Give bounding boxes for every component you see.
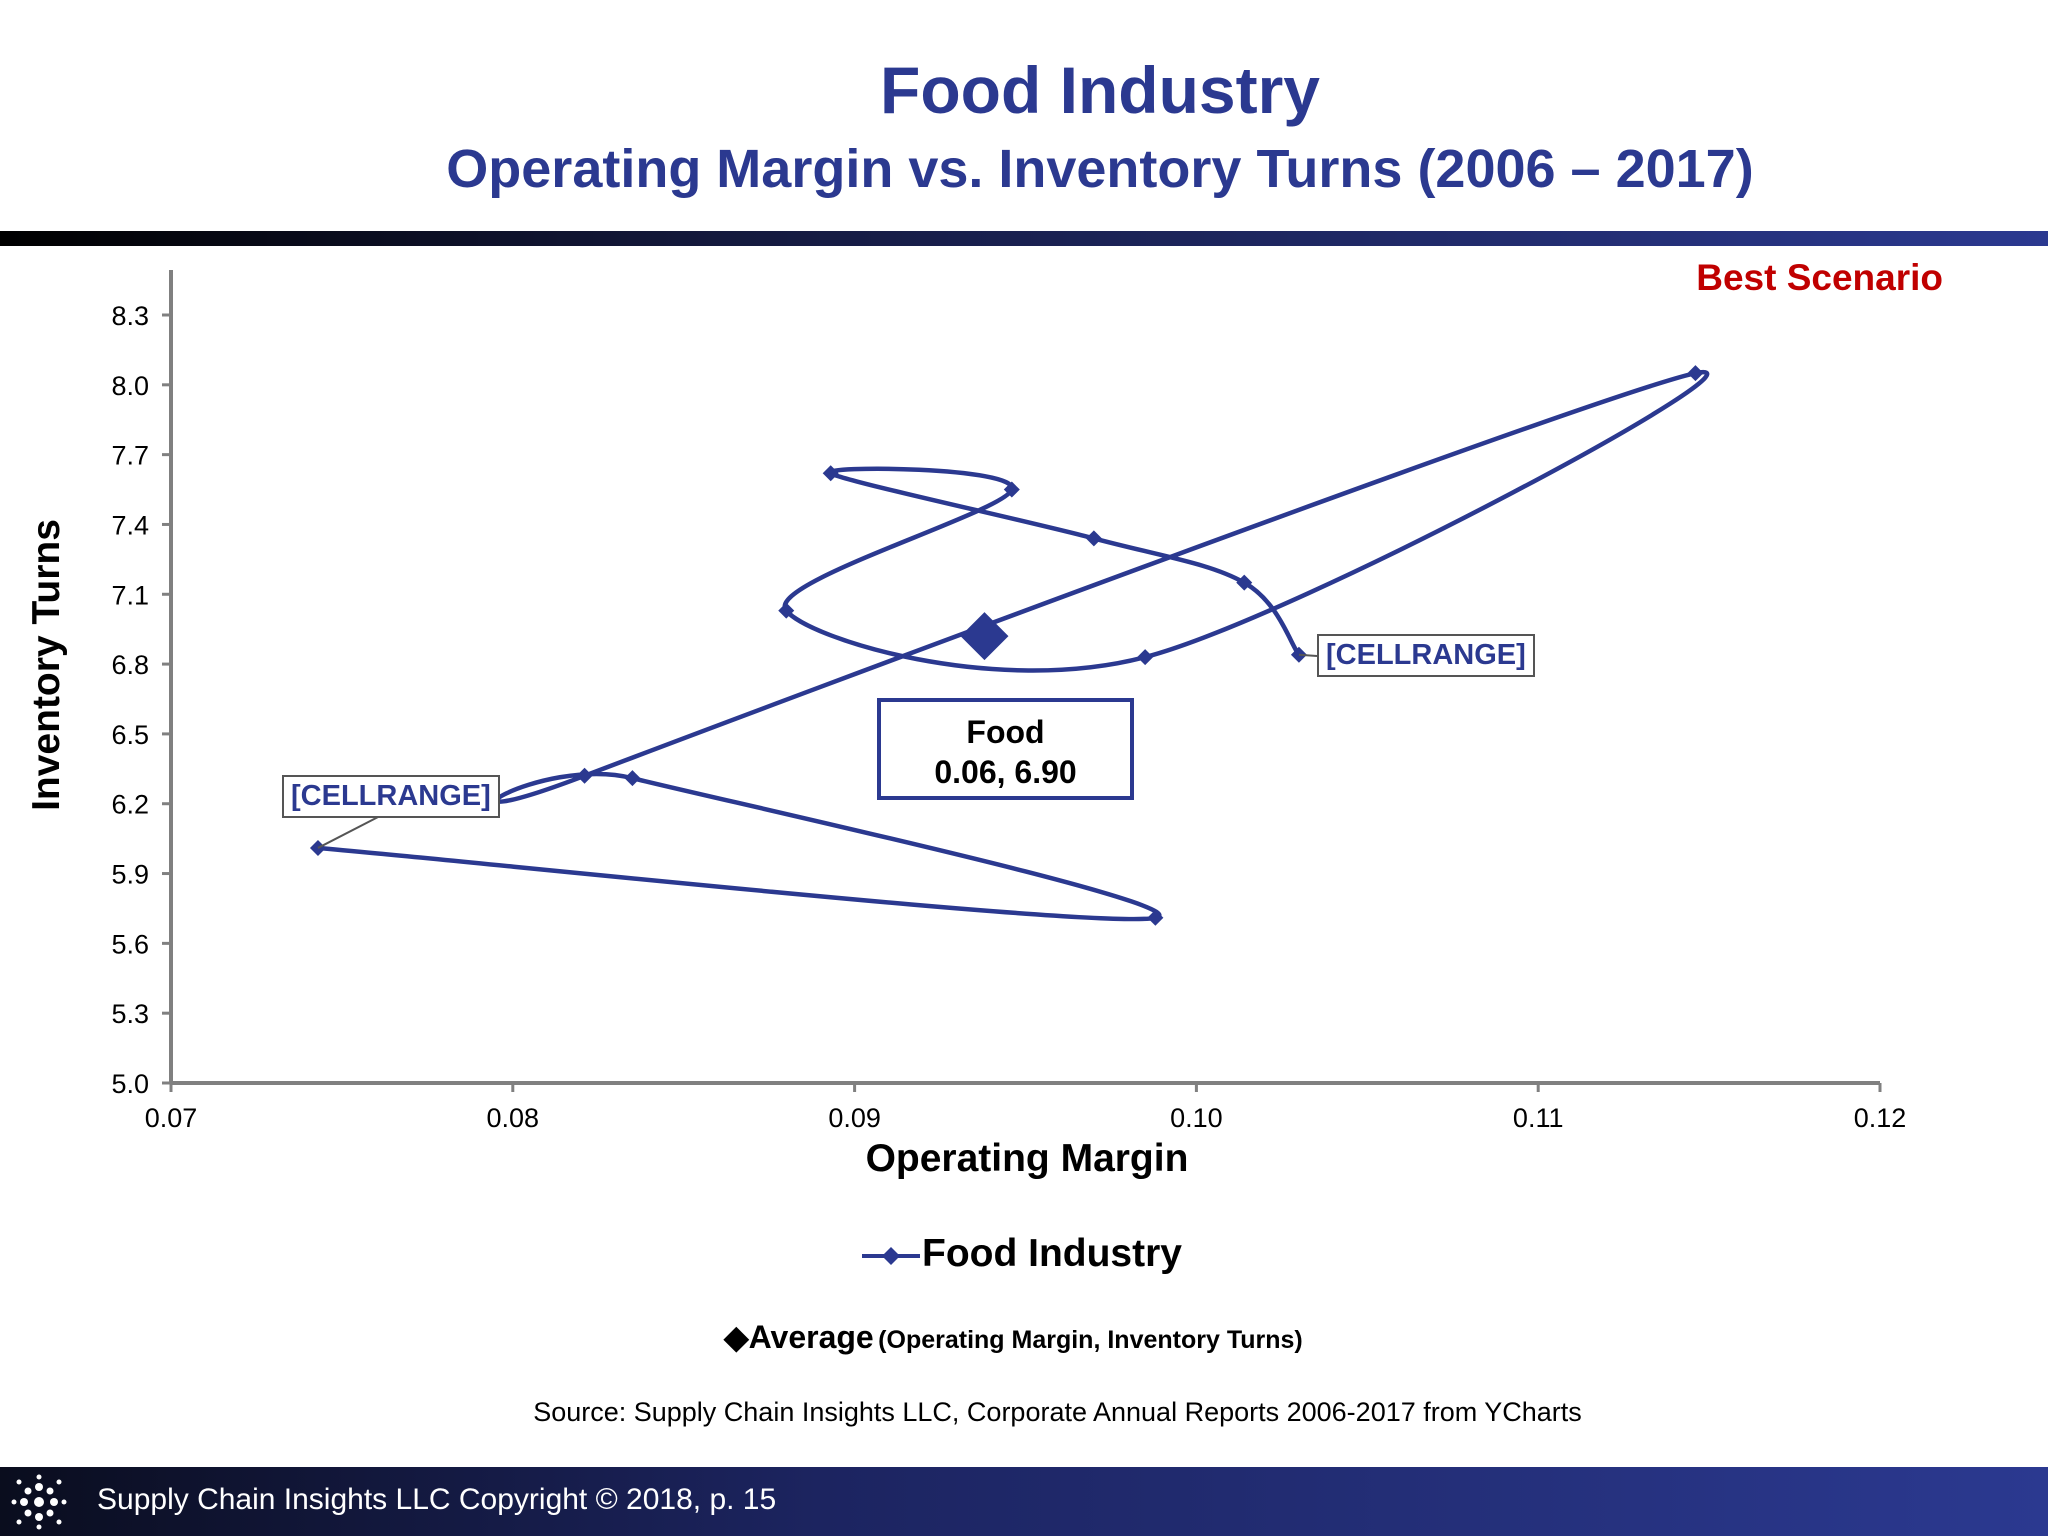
data-point [624,770,641,787]
average-point [960,612,1009,661]
x-tick-label: 0.08 [487,1103,540,1133]
chart-title: Food Industry [880,53,1320,127]
data-point [1085,530,1102,547]
y-tick-label: 6.5 [111,720,149,750]
company-logo-icon [11,1474,67,1530]
callout-label-right: [CELLRANGE] [1317,634,1535,677]
best-scenario-label: Best Scenario [1696,257,1943,298]
y-tick-label: 7.4 [111,510,149,540]
average-value-box: Food 0.06, 6.90 [877,698,1134,800]
y-tick-label: 5.0 [111,1069,149,1099]
callout-leader-left [317,815,381,849]
x-tick-label: 0.10 [1170,1103,1223,1133]
y-tick-label: 6.8 [111,650,149,680]
legend-series-entry: Food Industry [860,1232,1182,1282]
y-tick-label: 8.3 [111,301,149,331]
data-point [1147,909,1164,926]
footer-copyright: Supply Chain Insights LLC Copyright © 20… [97,1483,777,1516]
header-divider [0,231,2048,246]
chart-axes: 5.0 5.3 5.6 5.9 6.2 6.5 6.8 7.1 7.4 7.7 8.0 8.3 0.07… [111,270,1906,1133]
average-box-name: Food [966,714,1045,750]
data-point [1236,574,1253,591]
y-tick-label: 5.3 [111,999,149,1029]
y-tick-label: 6.2 [111,790,149,820]
callout-label-left: [CELLRANGE] [282,775,500,818]
y-tick-label: 7.1 [111,580,149,610]
data-point [1687,365,1704,382]
y-tick-label: 5.6 [111,929,149,959]
footer-bar: Supply Chain Insights LLC Copyright © 20… [0,1467,2048,1536]
callout-leaders [317,653,1318,849]
x-axis-label: Operating Margin [865,1137,1189,1180]
data-point [822,465,839,482]
legend-average-label: Average [748,1319,874,1355]
scatter-line-chart: 5.0 5.3 5.6 5.9 6.2 6.5 6.8 7.1 7.4 7.7 8.0 8.3 0.07… [111,270,1906,1133]
legend-average-entry: ◆Average (Operating Margin, Inventory Tu… [724,1318,1303,1356]
x-tick-label: 0.11 [1513,1103,1564,1133]
series-food-industry [309,365,1709,926]
legend-average-note: (Operating Margin, Inventory Turns) [878,1326,1303,1354]
x-tick-label: 0.12 [1854,1103,1907,1133]
y-axis-label: Inventory Turns [25,519,68,811]
legend-series-label: Food Industry [922,1232,1182,1275]
average-box-value: 0.06, 6.90 [934,754,1077,790]
chart-subtitle: Operating Margin vs. Inventory Turns (20… [446,139,1754,199]
series-line [317,369,1709,922]
data-point [576,767,593,784]
x-tick-label: 0.09 [828,1103,881,1133]
y-tick-label: 8.0 [111,371,149,401]
source-note: Source: Supply Chain Insights LLC, Corpo… [533,1397,1582,1427]
data-point [778,602,795,619]
y-tick-label: 7.7 [111,441,149,471]
callout-leader-right [1298,653,1318,657]
data-point [1137,649,1154,666]
y-tick-label: 5.9 [111,860,149,890]
data-point [1003,481,1020,498]
legend-series-marker [862,1246,920,1265]
x-tick-label: 0.07 [145,1103,198,1133]
legend-average-diamond-icon: ◆ [724,1319,749,1355]
